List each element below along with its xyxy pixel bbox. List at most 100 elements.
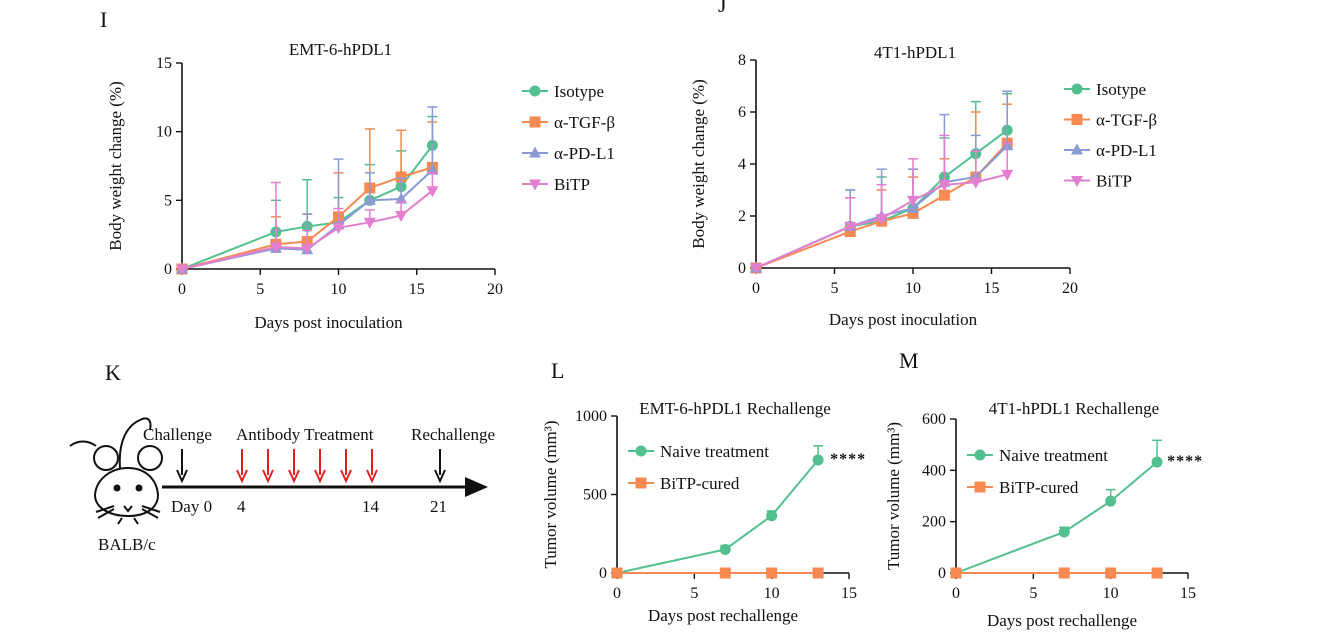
panel-letter-i: I xyxy=(100,7,107,32)
treatment-arrow xyxy=(314,449,326,484)
legend-item: Isotype xyxy=(1064,80,1146,99)
panel-letter-j: J xyxy=(718,0,727,17)
x-axis-label: Days post rechallenge xyxy=(648,606,798,625)
y-tick-label: 10 xyxy=(156,124,172,141)
legend-marker xyxy=(974,481,986,493)
data-point xyxy=(1105,567,1117,579)
data-point xyxy=(766,567,778,579)
y-axis-label: Body weight change (%) xyxy=(689,79,708,248)
y-tick-label: 8 xyxy=(738,52,746,69)
x-tick-label: 15 xyxy=(841,585,857,602)
x-tick-label: 10 xyxy=(905,280,921,297)
y-tick-label: 200 xyxy=(922,514,946,531)
data-point xyxy=(938,180,951,192)
treatment-arrow xyxy=(366,449,378,484)
data-point xyxy=(395,171,407,183)
data-point xyxy=(1151,456,1163,468)
legend-marker xyxy=(635,445,647,457)
y-tick-label: 1000 xyxy=(575,408,607,425)
series-line xyxy=(955,461,1158,574)
legend-item: BiTP-cured xyxy=(628,474,740,493)
series-bitp-cured xyxy=(611,567,824,579)
data-point xyxy=(611,567,623,579)
rechallenge-label: Rechallenge xyxy=(411,425,495,444)
x-tick-label: 10 xyxy=(764,585,780,602)
treatment-arrow xyxy=(262,449,274,484)
data-point xyxy=(332,223,345,235)
y-tick-label: 600 xyxy=(922,411,946,428)
data-point xyxy=(907,207,919,219)
legend-item: BiTP xyxy=(1064,172,1132,191)
chart-title: EMT-6-hPDL1 xyxy=(289,40,392,59)
y-tick-label: 0 xyxy=(738,260,746,277)
x-tick-label: 0 xyxy=(613,585,621,602)
day-21-label: 21 xyxy=(430,497,447,516)
legend-item: α-TGF-β xyxy=(1064,111,1157,130)
legend-item: BiTP xyxy=(522,175,590,194)
y-axis-label: Tumor volume (mm³) xyxy=(541,420,560,568)
challenge-label: Challenge xyxy=(143,425,212,444)
legend-marker xyxy=(1071,176,1083,187)
y-tick-label: 400 xyxy=(922,462,946,479)
y-tick-label: 15 xyxy=(156,55,172,72)
treatment-arrow xyxy=(288,449,300,484)
x-tick-label: 10 xyxy=(331,281,347,298)
legend-item: α-PD-L1 xyxy=(1064,141,1157,160)
data-point xyxy=(176,264,188,276)
data-point xyxy=(844,221,857,233)
chart-4t1-body-weight: 0 5 10 15 20 0 2 4 6 8 4T1-hPDL1 Days post inoculat… xyxy=(689,43,1157,329)
x-tick-label: 10 xyxy=(1103,585,1119,602)
data-point xyxy=(719,567,731,579)
y-tick-label: 2 xyxy=(738,208,746,225)
mouse-strain-label: BALB/c xyxy=(98,535,156,554)
legend-marker xyxy=(635,477,647,489)
data-point xyxy=(426,163,439,175)
data-point xyxy=(875,214,888,226)
legend-item: Isotype xyxy=(522,82,604,101)
data-point xyxy=(1105,495,1117,507)
chart-emt6-body-weight: 0 5 10 15 20 0 5 10 15 EMT-6-hPDL1 Days post inocu… xyxy=(106,40,615,332)
y-tick-label: 0 xyxy=(164,261,172,278)
legend-marker xyxy=(1071,114,1083,125)
mouse-icon xyxy=(69,417,163,525)
x-tick-label: 20 xyxy=(487,281,503,298)
legend-item: Naive treatment xyxy=(628,442,769,461)
x-tick-label: 0 xyxy=(752,280,760,297)
data-point xyxy=(812,454,824,466)
legend-label: Naive treatment xyxy=(660,442,769,461)
chart-emt6-rechallenge: 0 5 10 15 0 500 1000 EMT-6-hPDL1 Rechallenge Day… xyxy=(541,399,865,625)
data-point xyxy=(395,210,408,222)
y-tick-label: 0 xyxy=(599,565,607,582)
x-tick-label: 5 xyxy=(1029,585,1037,602)
data-point xyxy=(1058,567,1070,579)
panel-letter-k: K xyxy=(105,360,121,385)
data-point xyxy=(907,201,919,213)
y-tick-label: 0 xyxy=(938,565,946,582)
legend-marker xyxy=(529,116,541,128)
legend-label: BiTP xyxy=(1096,172,1132,191)
data-point xyxy=(719,543,731,555)
panel-letter-m: M xyxy=(899,348,919,373)
legend-item: α-PD-L1 xyxy=(522,144,615,163)
legend-marker xyxy=(529,85,541,97)
data-point xyxy=(395,192,408,204)
legend-item: BiTP-cured xyxy=(967,478,1079,497)
data-point xyxy=(969,177,982,189)
data-point xyxy=(938,189,950,201)
data-point xyxy=(1058,526,1070,538)
data-point xyxy=(1001,169,1014,181)
series-line xyxy=(616,459,819,574)
x-tick-label: 15 xyxy=(409,281,425,298)
data-point xyxy=(750,263,762,275)
series-bitp xyxy=(176,172,439,276)
series-bitp xyxy=(750,134,1014,275)
legend-marker xyxy=(974,449,986,461)
treatment-label: Antibody Treatment xyxy=(236,425,374,444)
legend-item: Naive treatment xyxy=(967,446,1108,465)
x-tick-label: 15 xyxy=(1180,585,1196,602)
legend-marker xyxy=(1071,143,1083,155)
challenge-arrow xyxy=(176,449,188,484)
treatment-arrows xyxy=(236,449,378,484)
data-point xyxy=(907,195,919,207)
